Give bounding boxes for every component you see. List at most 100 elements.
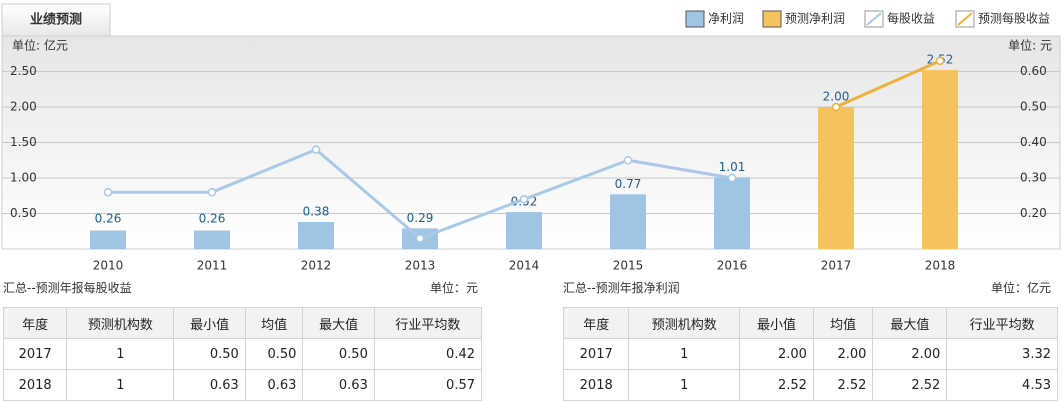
table-header: 最小值 bbox=[739, 307, 814, 339]
data-label: 0.77 bbox=[615, 177, 642, 191]
table-header: 预测机构数 bbox=[628, 307, 741, 339]
table-cell: 0.63 bbox=[302, 369, 375, 401]
line-point bbox=[831, 102, 841, 112]
data-label: 0.26 bbox=[95, 212, 122, 226]
bar bbox=[818, 107, 854, 249]
table-header: 均值 bbox=[244, 307, 304, 339]
line bbox=[835, 59, 941, 109]
y-tick-label: 0.50 bbox=[10, 206, 37, 220]
table-cell: 1 bbox=[628, 338, 741, 370]
bar bbox=[922, 70, 958, 249]
table-cell: 0.50 bbox=[302, 338, 375, 370]
legend-label[interactable]: 每股收益 bbox=[887, 11, 935, 26]
table-cell: 0.57 bbox=[373, 369, 483, 401]
y2-tick-label: 0.60 bbox=[1020, 64, 1047, 78]
legend-swatch-line bbox=[866, 12, 882, 26]
table-cell: 2018 bbox=[2, 369, 68, 401]
tab[interactable] bbox=[1, 3, 111, 37]
x-tick-label: 2016 bbox=[717, 259, 748, 273]
table-cell: 0.63 bbox=[244, 369, 304, 401]
tab-label[interactable]: 业绩预测 bbox=[30, 12, 82, 28]
x-tick-label: 2011 bbox=[197, 259, 228, 273]
x-tick-label: 2010 bbox=[93, 259, 124, 273]
line-point bbox=[519, 195, 529, 204]
table-header: 年度 bbox=[562, 307, 630, 339]
legend-label[interactable]: 预测净利润 bbox=[785, 12, 845, 26]
table-header: 行业平均数 bbox=[373, 307, 483, 339]
table-header: 最小值 bbox=[173, 307, 246, 339]
table-header: 均值 bbox=[812, 307, 874, 339]
legend-swatch bbox=[762, 10, 782, 28]
y-tick-label: 1.50 bbox=[10, 135, 37, 149]
table-cell: 0.63 bbox=[173, 369, 246, 401]
table-header: 最大值 bbox=[302, 307, 375, 339]
table-cell: 2017 bbox=[2, 338, 68, 370]
table-title: 汇总--预测年报净利润 bbox=[563, 281, 680, 295]
table-header: 预测机构数 bbox=[66, 307, 175, 339]
table-cell: 0.50 bbox=[244, 338, 304, 370]
line-point bbox=[311, 145, 321, 154]
line-point bbox=[415, 234, 425, 243]
y-tick-label: 2.50 bbox=[10, 64, 37, 78]
x-tick-label: 2012 bbox=[301, 259, 332, 273]
bar bbox=[90, 230, 126, 249]
table-cell: 0.42 bbox=[373, 338, 483, 370]
chart: 业绩预测 单位: 亿元 单位: 元 0.50 1.00 1.50 2.00 2.50 0.… bbox=[1, 3, 1061, 273]
line-point bbox=[103, 187, 113, 197]
table-header: 年度 bbox=[2, 307, 68, 339]
bar bbox=[714, 177, 750, 249]
x-tick-label: 2013 bbox=[405, 259, 436, 273]
data-label: 0.29 bbox=[407, 211, 434, 225]
table: 年度 预测机构数 最小值 均值 最大值 行业平均数 2017 1 0.50 0.50 0.50 0.4… bbox=[2, 307, 483, 401]
table-cell: 2.00 bbox=[872, 338, 948, 370]
legend-swatch-line bbox=[957, 12, 973, 26]
table-cell: 2.00 bbox=[739, 338, 814, 370]
table-cell: 2018 bbox=[562, 369, 630, 401]
x-tick-label: 2018 bbox=[925, 259, 956, 273]
bar bbox=[610, 194, 646, 249]
table-cell: 1 bbox=[66, 369, 175, 401]
table-cell: 2.52 bbox=[739, 369, 814, 401]
legend-swatch bbox=[685, 10, 705, 28]
y2-tick-label: 0.40 bbox=[1020, 135, 1047, 149]
bar bbox=[506, 212, 542, 249]
table-unit: 单位：亿元 bbox=[991, 281, 1052, 295]
data-label: 2.00 bbox=[823, 90, 850, 104]
x-tick-label: 2014 bbox=[509, 259, 540, 273]
data-label: 0.38 bbox=[303, 205, 330, 219]
legend-label[interactable]: 预测每股收益 bbox=[978, 11, 1050, 26]
x-tick-label: 2015 bbox=[613, 259, 644, 273]
y-axis-unit: 单位: 亿元 bbox=[12, 38, 68, 53]
table-title: 汇总--预测年报每股收益 bbox=[3, 281, 132, 295]
table-cell: 1 bbox=[66, 338, 175, 370]
line-point bbox=[727, 173, 737, 183]
legend-label[interactable]: 净利润 bbox=[708, 12, 744, 26]
table-cell: 0.50 bbox=[173, 338, 246, 370]
table-cell: 3.32 bbox=[946, 338, 1058, 370]
table-cell: 2.52 bbox=[812, 369, 874, 401]
data-label: 1.01 bbox=[719, 160, 746, 174]
line-point bbox=[207, 187, 217, 197]
table-cell: 2017 bbox=[562, 338, 630, 370]
bar bbox=[194, 230, 230, 249]
x-tick-label: 2017 bbox=[821, 259, 852, 273]
table-cell: 1 bbox=[628, 369, 741, 401]
y2-tick-label: 0.30 bbox=[1020, 171, 1047, 185]
table-header: 最大值 bbox=[872, 307, 948, 339]
table-unit: 单位：元 bbox=[430, 281, 479, 295]
table-cell: 2.00 bbox=[812, 338, 874, 370]
table-header: 行业平均数 bbox=[946, 307, 1058, 339]
y2-tick-label: 0.50 bbox=[1020, 100, 1047, 114]
line-point bbox=[935, 56, 945, 66]
table-cell: 4.53 bbox=[946, 369, 1058, 401]
data-label: 0.26 bbox=[199, 212, 226, 226]
y-tick-label: 1.00 bbox=[10, 171, 37, 185]
table-cell: 2.52 bbox=[872, 369, 948, 401]
y2-tick-label: 0.20 bbox=[1020, 206, 1047, 220]
y2-axis-unit: 单位: 元 bbox=[1008, 38, 1052, 53]
line-point bbox=[623, 156, 633, 165]
bar bbox=[298, 222, 334, 249]
y-tick-label: 2.00 bbox=[10, 100, 37, 114]
table: 年度 预测机构数 最小值 均值 最大值 行业平均数 2017 1 2.00 2.00 2.00 3.3… bbox=[562, 307, 1058, 401]
